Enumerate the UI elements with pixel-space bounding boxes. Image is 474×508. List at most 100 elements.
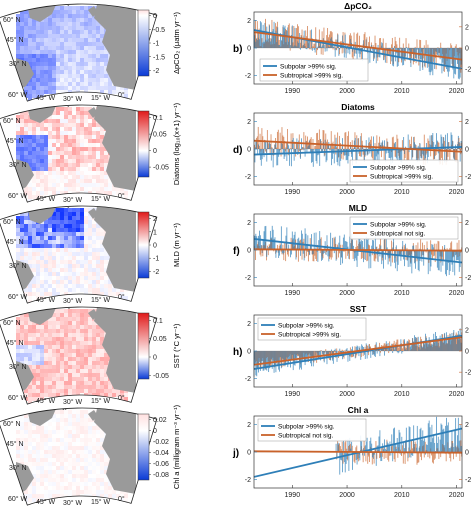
map-cell <box>84 486 88 490</box>
map-cell <box>44 139 48 143</box>
map-cell <box>48 159 52 163</box>
map-cell <box>20 446 24 450</box>
map-cell <box>80 131 84 135</box>
map-cell <box>84 321 88 325</box>
map-cell <box>56 434 60 438</box>
map-cell <box>64 389 68 393</box>
map-cell <box>60 454 64 458</box>
map-cell <box>72 155 76 159</box>
map-cell <box>44 248 48 252</box>
map-cell <box>56 410 60 414</box>
map-cell <box>56 208 60 212</box>
map-cell <box>16 224 20 228</box>
map-cell <box>92 228 96 232</box>
map-cell <box>24 414 28 418</box>
lon-label: 30° W <box>63 196 83 204</box>
map-cell <box>24 54 28 58</box>
map-cell <box>64 357 68 361</box>
map-cell <box>56 212 60 216</box>
map-cell <box>60 490 64 494</box>
map-cell <box>32 34 36 38</box>
map-cell <box>88 175 92 179</box>
map-cell <box>28 264 32 268</box>
map-cell <box>24 50 28 54</box>
map-cell <box>72 442 76 446</box>
map-cell <box>100 240 104 244</box>
map-cell <box>40 62 44 66</box>
map-cell <box>80 18 84 22</box>
map-cell <box>84 34 88 38</box>
map-cell <box>32 333 36 337</box>
map-cell <box>20 155 24 159</box>
map-cell <box>100 70 104 74</box>
map-cell <box>84 62 88 66</box>
colorbar-tick-label: -1 <box>153 41 159 48</box>
map-cell <box>84 450 88 454</box>
map-cell <box>52 131 56 135</box>
map-cell <box>92 365 96 369</box>
map-cell <box>28 494 32 498</box>
map-cell <box>40 94 44 98</box>
map-cell <box>100 34 104 38</box>
map-cell <box>60 175 64 179</box>
map-cell <box>48 147 52 151</box>
map-cell <box>40 135 44 139</box>
map-cell <box>88 171 92 175</box>
map-cell <box>112 288 116 292</box>
map-cell <box>60 288 64 292</box>
map-cell <box>36 446 40 450</box>
map-cell <box>96 276 100 280</box>
map-cell <box>44 135 48 139</box>
map-cell <box>104 357 108 361</box>
map-cell <box>88 155 92 159</box>
map-cell <box>32 135 36 139</box>
map-cell <box>60 458 64 462</box>
map-cell <box>76 345 80 349</box>
map-cell <box>64 131 68 135</box>
map-cell <box>64 353 68 357</box>
map-cell <box>28 58 32 62</box>
map-cell <box>36 54 40 58</box>
map-cell <box>96 171 100 175</box>
map-cell <box>64 171 68 175</box>
map-cell <box>44 438 48 442</box>
map-cell <box>60 369 64 373</box>
colorbar-tick-label: -2 <box>153 269 159 276</box>
map-cell <box>88 18 92 22</box>
map-cell <box>28 442 32 446</box>
map-cell <box>84 6 88 10</box>
map-cell <box>36 466 40 470</box>
map-cell <box>88 466 92 470</box>
map-cell <box>40 470 44 474</box>
map-cell <box>84 434 88 438</box>
map-cell <box>52 268 56 272</box>
map-cell <box>84 155 88 159</box>
lat-label: 45° N <box>6 440 24 448</box>
map-cell <box>40 171 44 175</box>
map-cell <box>32 292 36 296</box>
map-cell <box>28 34 32 38</box>
map-cell <box>40 446 44 450</box>
map-cell <box>64 236 68 240</box>
map-cell <box>24 248 28 252</box>
map-cell <box>32 18 36 22</box>
map-cell <box>36 349 40 353</box>
map-cell <box>100 329 104 333</box>
map-cell <box>20 325 24 329</box>
map-frame <box>0 306 158 405</box>
map-cell <box>76 50 80 54</box>
map-cell <box>72 426 76 430</box>
map-cell <box>120 191 124 195</box>
map-cell <box>84 163 88 167</box>
map-field <box>16 407 136 506</box>
map-cell <box>32 119 36 123</box>
map-cell <box>88 256 92 260</box>
map-cell <box>60 115 64 119</box>
map-cell <box>88 143 92 147</box>
map-cell <box>40 292 44 296</box>
map-cell <box>104 171 108 175</box>
map-cell <box>76 248 80 252</box>
map-cell <box>68 341 72 345</box>
map-cell <box>24 256 28 260</box>
map-cell <box>92 438 96 442</box>
